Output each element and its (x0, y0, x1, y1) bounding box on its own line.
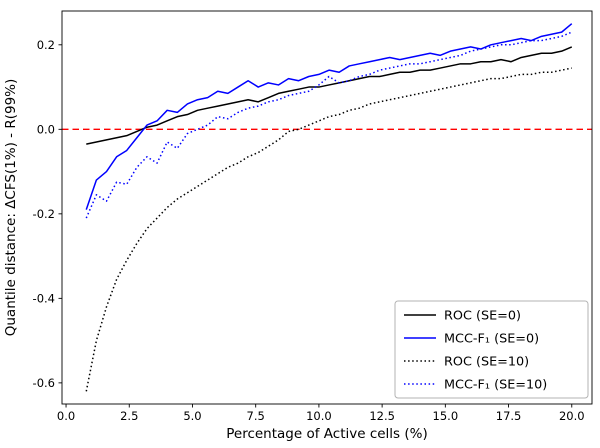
x-axis: 0.0 2.5 5.0 7.5 10.0 12.5 15.0 17.5 20.0 Percenta… (57, 404, 585, 442)
legend-item: ROC (SE=0) (404, 309, 521, 324)
x-tick-label: 7.5 (247, 409, 265, 423)
axes-frame (61, 10, 593, 405)
legend-label: MCC-F₁ (SE=10) (444, 378, 547, 393)
x-tick-label: 15.0 (433, 409, 459, 423)
x-tick-label: 17.5 (496, 409, 522, 423)
y-tick-label: -0.6 (33, 376, 55, 390)
x-axis-label: Percentage of Active cells (%) (226, 426, 428, 442)
series-line-0 (86, 46, 573, 145)
series-line-2 (85, 67, 572, 392)
y-tick-label: 0.2 (37, 38, 55, 52)
y-axis-label: Quantile distance: ΔCFS(1%) - R(99%) (3, 79, 19, 337)
x-tick-label: 2.5 (120, 409, 138, 423)
legend-frame (394, 300, 589, 399)
legend: ROC (SE=0) MCC-F₁ (SE=0) ROC (SE=10) MCC-F₁… (394, 300, 589, 399)
series-line-1 (85, 23, 573, 210)
legend-label: ROC (SE=0) (444, 309, 521, 324)
x-tick-label: 12.5 (369, 409, 395, 423)
x-tick-label: 10.0 (306, 409, 332, 423)
x-tick-label: 0.0 (57, 409, 75, 423)
y-tick-label: -0.4 (33, 291, 55, 305)
y-tick-label: 0.0 (37, 122, 55, 136)
x-tick-label: 5.0 (183, 409, 201, 423)
legend-item: MCC-F₁ (SE=0) (404, 332, 539, 347)
series-line-3 (85, 31, 573, 219)
x-tick-label: 20.0 (559, 409, 585, 423)
legend-label: ROC (SE=10) (444, 355, 529, 370)
legend-item: MCC-F₁ (SE=10) (404, 378, 547, 393)
y-axis: -0.6 -0.4 -0.2 0.0 0.2 Quantile distance: ΔCF… (3, 38, 62, 390)
y-tick-label: -0.2 (33, 207, 55, 221)
legend-item: ROC (SE=10) (404, 355, 529, 370)
legend-label: MCC-F₁ (SE=0) (444, 332, 539, 347)
